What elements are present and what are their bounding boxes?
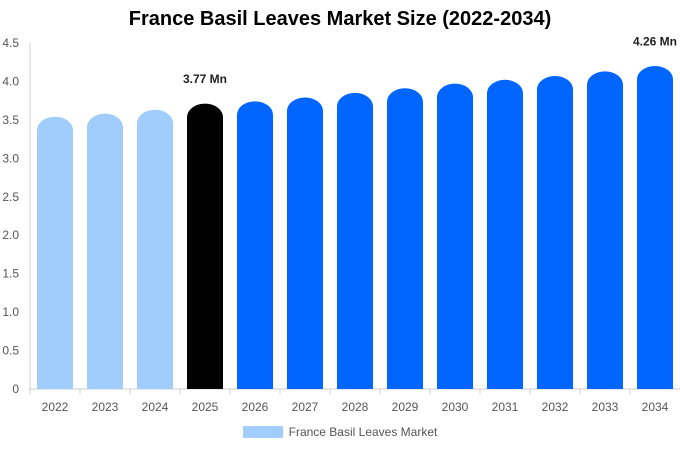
data-label: 3.77 Mn (183, 72, 227, 86)
x-tick-label: 2029 (392, 400, 419, 414)
y-tick-label: 1.5 (2, 267, 19, 281)
x-tick-label: 2023 (92, 400, 119, 414)
legend: France Basil Leaves Market (0, 425, 680, 439)
y-tick-label: 1.0 (2, 305, 19, 319)
bar-2029 (387, 88, 423, 390)
x-tick-label: 2028 (342, 400, 369, 414)
y-tick-label: 2.5 (2, 190, 19, 204)
bar-2023 (87, 113, 123, 389)
bar-2031 (487, 79, 523, 389)
bar-2032 (537, 75, 573, 390)
bar-2030 (437, 83, 473, 389)
legend-swatch (242, 426, 283, 438)
bar-2025 (187, 103, 223, 389)
x-tick-label: 2031 (492, 400, 519, 414)
x-tick-label: 2033 (592, 400, 619, 414)
x-tick-label: 2022 (42, 400, 69, 414)
y-tick-label: 4.0 (2, 74, 19, 88)
x-axis: 2022 2023 2024 2025 2026 2027 2028 2029 2030 2031… (29, 388, 680, 414)
y-tick-label: 0.5 (2, 344, 19, 358)
x-tick-label: 2034 (642, 400, 669, 414)
y-axis: 0 0.5 1.0 1.5 2.0 2.5 3.0 3.5 4.0 4.5 (2, 36, 31, 396)
x-tick-label: 2026 (242, 400, 269, 414)
y-tick-label: 0 (12, 382, 19, 396)
bar-2022 (37, 116, 73, 389)
bar-2024 (137, 109, 173, 390)
bars (37, 65, 673, 390)
bar-2028 (337, 92, 373, 389)
legend-label: France Basil Leaves Market (288, 425, 438, 439)
y-tick-label: 3.0 (2, 151, 19, 165)
bar-2033 (587, 71, 623, 389)
data-label: 4.26 Mn (633, 34, 677, 48)
bar-2034 (637, 65, 673, 389)
x-tick-label: 2024 (142, 400, 169, 414)
chart-title: France Basil Leaves Market Size (2022-20… (128, 8, 552, 30)
x-tick-label: 2027 (292, 400, 319, 414)
bar-2026 (237, 101, 273, 389)
x-tick-label: 2030 (442, 400, 469, 414)
x-tick-label: 2025 (192, 400, 219, 414)
y-tick-label: 4.5 (2, 36, 19, 50)
data-labels: 3.77 Mn 4.26 Mn (183, 34, 677, 86)
y-tick-label: 3.5 (2, 113, 19, 127)
y-tick-label: 2.0 (2, 228, 19, 242)
bar-2027 (287, 97, 323, 389)
x-tick-label: 2032 (542, 400, 569, 414)
